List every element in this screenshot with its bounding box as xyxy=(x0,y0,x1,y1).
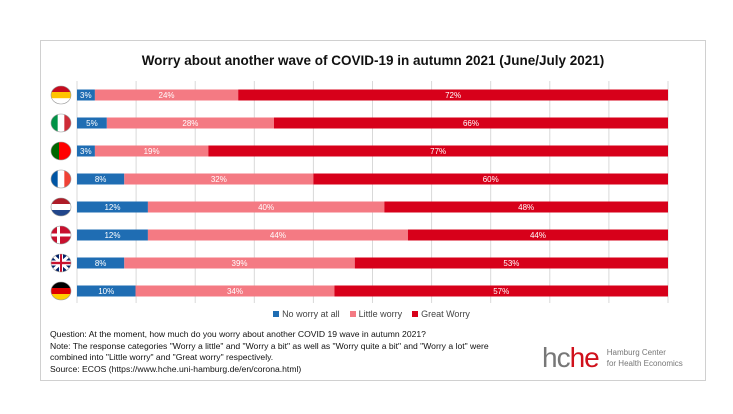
data-label: 48% xyxy=(518,203,534,212)
hche-logo: hc he Hamburg Center for Health Economics xyxy=(542,342,683,373)
flag-icon-spain xyxy=(50,85,72,105)
data-label: 34% xyxy=(227,287,243,296)
flag-icon-italy xyxy=(50,113,72,133)
legend: No worry at all Little worry Great Worry xyxy=(0,309,733,319)
legend-swatch xyxy=(412,311,419,317)
data-label: 3% xyxy=(80,91,92,100)
data-label: 40% xyxy=(258,203,274,212)
bar-segment xyxy=(77,229,148,241)
data-label: 66% xyxy=(463,119,479,128)
data-label: 12% xyxy=(104,231,120,240)
bar-segment xyxy=(313,173,668,185)
bar-segment xyxy=(77,89,95,101)
data-label: 8% xyxy=(95,175,107,184)
data-label: 57% xyxy=(493,287,509,296)
legend-label: Little worry xyxy=(358,309,403,319)
note-line: Question: At the moment, how much do you… xyxy=(50,329,426,339)
flag-icon-germany xyxy=(50,281,72,301)
bar-segment xyxy=(94,145,209,157)
bar-segment xyxy=(147,201,385,213)
data-label: 24% xyxy=(159,91,175,100)
bar-segment xyxy=(77,117,107,129)
data-label: 39% xyxy=(232,259,248,268)
legend-swatch xyxy=(273,311,280,317)
flag-icon-portugal xyxy=(50,141,72,161)
data-label: 5% xyxy=(86,119,98,128)
data-label: 53% xyxy=(503,259,519,268)
bar-segment xyxy=(94,89,239,101)
bar-segment xyxy=(77,145,95,157)
bar-segment xyxy=(334,285,668,297)
bar-segment xyxy=(124,257,355,269)
flag-icon-united-kingdom xyxy=(50,253,72,273)
data-label: 44% xyxy=(270,231,286,240)
bar-segment xyxy=(106,117,275,129)
flag-icon-netherlands xyxy=(50,197,72,217)
chart-frame xyxy=(40,40,706,381)
flag-icon-france xyxy=(50,169,72,189)
bar-segment xyxy=(238,89,668,101)
chart-title: Worry about another wave of COVID-19 in … xyxy=(141,53,605,68)
legend-label: No worry at all xyxy=(282,309,340,319)
bar-segment xyxy=(147,229,408,241)
bar-segment xyxy=(384,201,668,213)
bar-segment xyxy=(77,201,148,213)
bar-segment xyxy=(354,257,668,269)
note-line: combined into "Little worry" and "Great … xyxy=(50,352,274,363)
legend-label: Great Worry xyxy=(421,309,470,319)
data-label: 19% xyxy=(144,147,160,156)
bar-segment xyxy=(124,173,314,185)
data-label: 28% xyxy=(182,119,198,128)
data-label: 3% xyxy=(80,147,92,156)
bar-segment xyxy=(274,117,668,129)
bar-segment xyxy=(77,257,125,269)
bar-segment xyxy=(407,229,668,241)
bar-segment xyxy=(135,285,335,297)
note-line: Note: The response categories "Worry a l… xyxy=(50,340,489,351)
note-line: Source: ECOS (https://www.hche.uni-hambu… xyxy=(50,363,302,374)
data-label: 12% xyxy=(104,203,120,212)
bar-segment xyxy=(77,285,136,297)
bar-segment xyxy=(208,145,669,157)
legend-swatch xyxy=(349,311,356,317)
data-label: 8% xyxy=(95,259,107,268)
data-label: 72% xyxy=(445,91,461,100)
notes: Question: At the moment, how much do you… xyxy=(50,329,489,375)
data-label: 32% xyxy=(211,175,227,184)
data-label: 60% xyxy=(483,175,499,184)
data-label: 44% xyxy=(530,231,546,240)
data-label: 77% xyxy=(430,147,446,156)
flag-icon-denmark xyxy=(50,225,72,245)
bar-segment xyxy=(77,173,125,185)
data-label: 10% xyxy=(98,287,114,296)
